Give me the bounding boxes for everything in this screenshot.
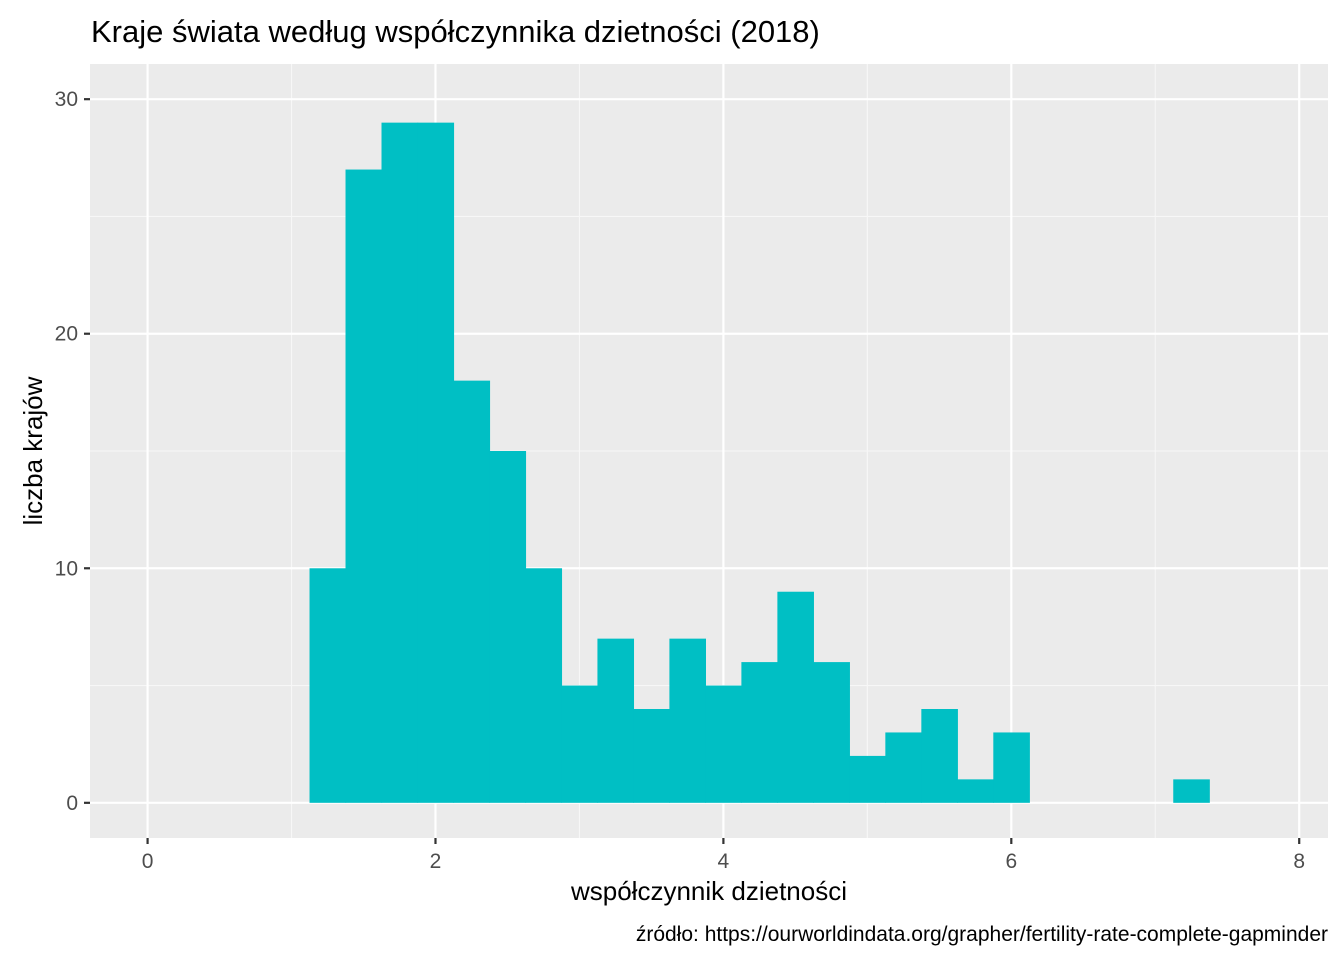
histogram-bar <box>993 732 1030 803</box>
x-tick-label: 2 <box>430 850 442 873</box>
x-tick-label: 4 <box>718 850 730 873</box>
y-axis: 0 10 20 30 <box>55 88 90 815</box>
y-tick-label: 10 <box>55 557 78 580</box>
histogram-bar <box>813 662 850 803</box>
histogram-bars <box>309 122 1210 803</box>
histogram-bar <box>1173 779 1210 803</box>
histogram-bar <box>921 709 958 803</box>
histogram-bar <box>705 685 742 803</box>
x-tick-label: 6 <box>1005 850 1017 873</box>
x-tick-label: 0 <box>142 850 154 873</box>
histogram-bar <box>849 755 886 803</box>
histogram-bar <box>489 451 527 803</box>
histogram-bar <box>417 122 455 803</box>
histogram-bar <box>741 662 778 803</box>
histogram-bar <box>345 169 383 803</box>
chart-title: Kraje świata według współczynnika dzietn… <box>91 14 820 49</box>
histogram-bar <box>309 568 347 803</box>
histogram-bar <box>381 122 419 803</box>
histogram-bar <box>777 591 814 803</box>
x-axis: 0 2 4 6 8 <box>142 838 1305 873</box>
x-axis-title: współczynnik dzietności <box>570 876 847 906</box>
y-tick-label: 0 <box>66 792 78 815</box>
histogram-bar <box>597 638 635 803</box>
y-tick-label: 30 <box>55 88 78 111</box>
y-tick-label: 20 <box>55 323 78 346</box>
histogram-bar <box>633 709 671 803</box>
histogram-bar <box>525 568 563 803</box>
histogram-bar <box>453 380 491 803</box>
histogram-bar <box>561 685 599 803</box>
source-caption: źródło: https://ourworldindata.org/graph… <box>636 923 1328 946</box>
y-axis-title: liczba krajów <box>18 376 48 525</box>
x-tick-label: 8 <box>1293 850 1305 873</box>
grid-minor-lines <box>90 64 1328 838</box>
histogram-bar <box>957 779 994 803</box>
histogram-bar <box>885 732 922 803</box>
histogram-bar <box>669 638 707 803</box>
